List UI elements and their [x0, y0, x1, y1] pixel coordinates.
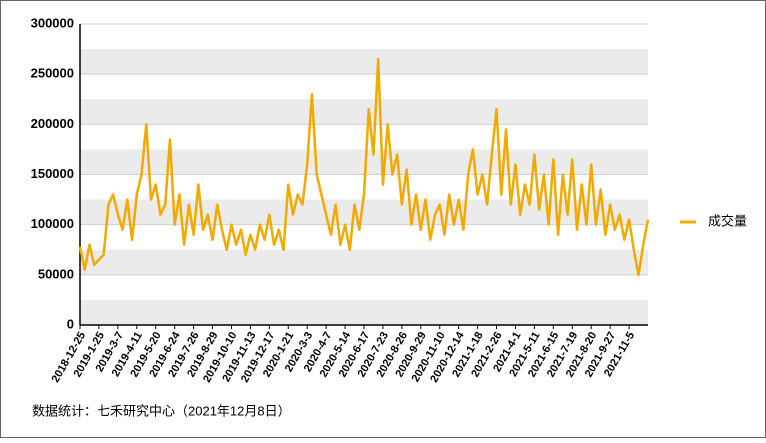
- y-tick-label: 250000: [31, 66, 74, 81]
- y-tick-label: 200000: [31, 116, 74, 131]
- band: [80, 299, 648, 325]
- band: [80, 149, 648, 175]
- y-tick-label: 300000: [31, 15, 74, 30]
- band: [80, 99, 648, 125]
- legend-label: 成交量: [708, 213, 747, 228]
- band: [80, 49, 648, 75]
- footer: 数据统计：七禾研究中心（2021年12月8日）: [32, 403, 291, 418]
- y-tick-label: 100000: [31, 216, 74, 231]
- y-tick-label: 150000: [31, 166, 74, 181]
- series-line: [78, 57, 650, 277]
- band: [80, 249, 648, 275]
- y-tick-label: 0: [67, 316, 74, 331]
- y-tick-label: 50000: [38, 266, 74, 281]
